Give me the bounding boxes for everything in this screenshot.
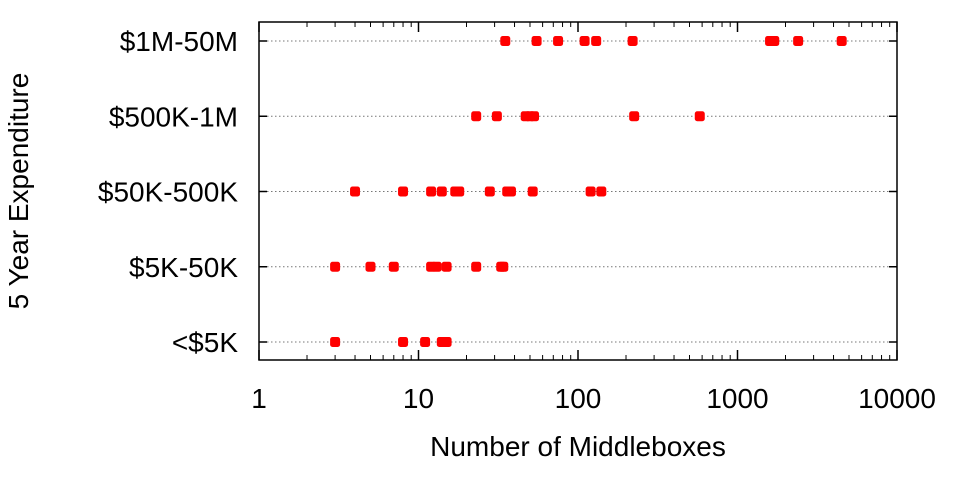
data-point [365, 261, 376, 272]
data-point [441, 337, 452, 347]
data-point [454, 186, 465, 197]
data-points [330, 36, 847, 347]
data-point [350, 186, 361, 197]
x-tick-label: 10000 [858, 383, 936, 414]
y-tick-label: <$5K [172, 327, 238, 358]
data-point [431, 261, 442, 272]
data-point [330, 261, 341, 272]
data-point [836, 36, 847, 46]
data-point [398, 186, 409, 197]
data-point [591, 36, 602, 46]
x-tick-label: 1000 [706, 383, 768, 414]
data-point [793, 36, 804, 46]
data-point [420, 337, 431, 347]
y-tick-labels: <$5K $5K-50K $50K-500K $500K-1M $1M-50M [98, 26, 238, 358]
data-point [330, 337, 341, 347]
data-point [553, 36, 564, 46]
y-tick-label: $50K-500K [98, 177, 238, 208]
x-tick-label: 100 [555, 383, 602, 414]
data-point [694, 111, 705, 122]
data-point [484, 186, 495, 197]
data-point [579, 36, 590, 46]
y-axis-title: 5 Year Expenditure [3, 73, 34, 310]
data-point [398, 337, 409, 347]
data-point [585, 186, 596, 197]
data-point [498, 261, 509, 272]
plot-frame [258, 21, 898, 361]
data-point [471, 111, 482, 122]
data-point [426, 186, 437, 197]
x-tick-label: 1 [251, 383, 267, 414]
data-point [388, 261, 399, 272]
data-point [491, 111, 502, 122]
data-point [505, 186, 516, 197]
data-point [531, 36, 542, 46]
data-point [441, 261, 452, 272]
x-tick-label: 10 [403, 383, 434, 414]
y-tick-label: $5K-50K [129, 252, 238, 283]
y-tick-label: $500K-1M [109, 101, 238, 132]
data-point [527, 186, 538, 197]
y-tick-label: $1M-50M [120, 26, 238, 57]
data-point [627, 36, 638, 46]
data-point [500, 36, 511, 46]
data-point [529, 111, 540, 122]
data-point [629, 111, 640, 122]
data-point [471, 261, 482, 272]
data-point [436, 186, 447, 197]
data-point [596, 186, 607, 197]
x-axis-title: Number of Middleboxes [430, 431, 726, 462]
data-point [769, 36, 780, 46]
x-tick-labels: 1 10 100 1000 10000 [251, 383, 936, 414]
plot-area [259, 22, 897, 360]
